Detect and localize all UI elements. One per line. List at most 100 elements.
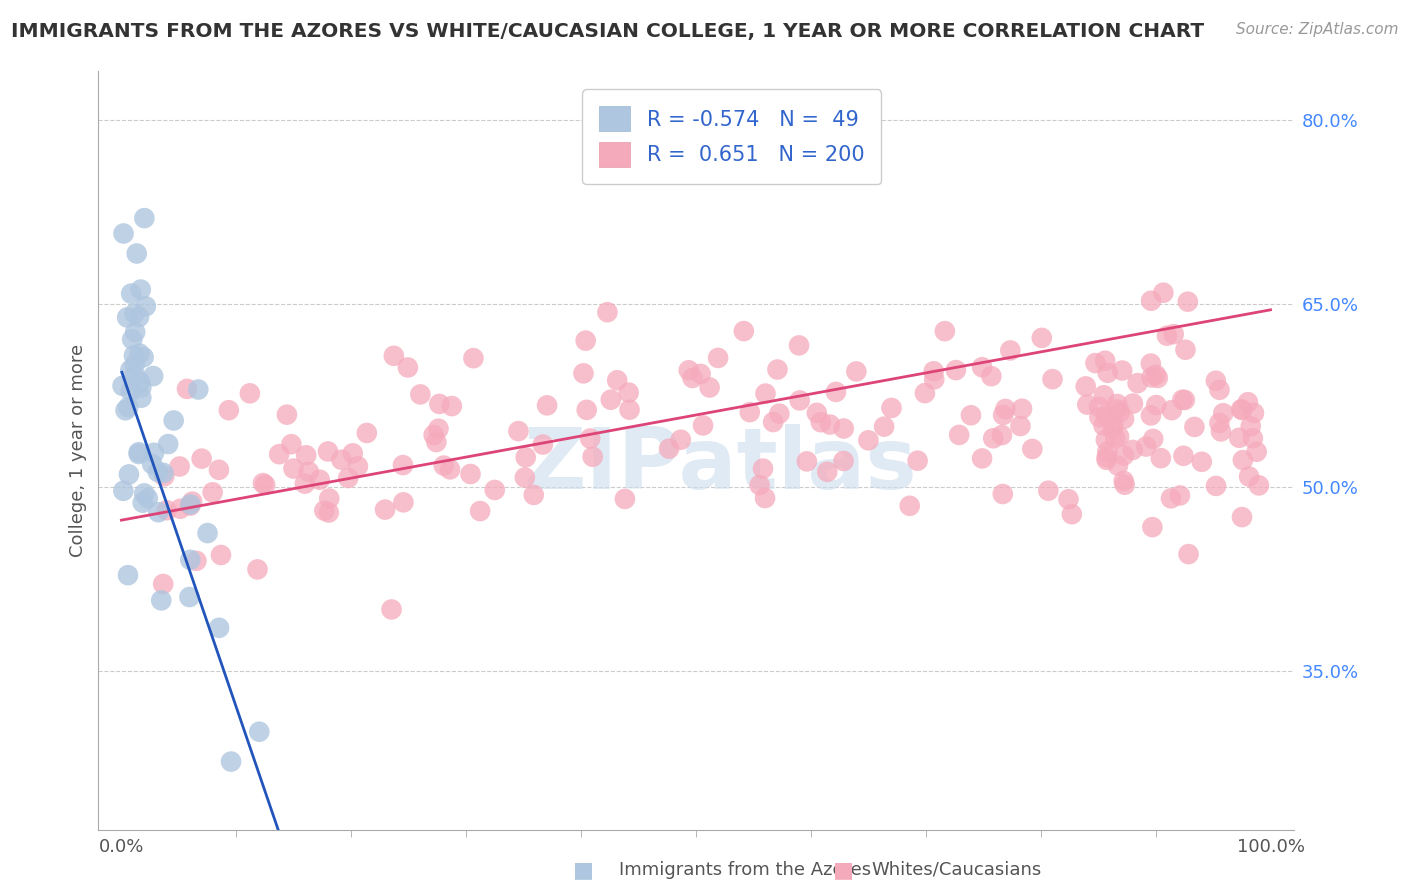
Point xyxy=(575,334,598,348)
Point xyxy=(128,346,150,360)
Point xyxy=(179,553,201,567)
Point xyxy=(176,382,198,396)
Point xyxy=(678,363,700,377)
Point xyxy=(314,503,336,517)
Point xyxy=(374,502,396,516)
Point xyxy=(131,380,153,394)
Point xyxy=(1011,401,1033,416)
Point xyxy=(1112,449,1135,463)
Point xyxy=(1163,327,1185,342)
Point xyxy=(1102,417,1125,431)
Point xyxy=(190,451,212,466)
Point xyxy=(1095,450,1118,465)
Point xyxy=(922,372,945,386)
Point xyxy=(748,478,770,492)
Point xyxy=(409,387,432,401)
Text: ■: ■ xyxy=(834,860,853,880)
Point xyxy=(433,458,456,473)
Point xyxy=(1084,356,1107,370)
Point xyxy=(120,363,142,377)
Point xyxy=(121,332,143,346)
Point xyxy=(1102,421,1125,435)
Point xyxy=(356,425,378,440)
Point xyxy=(219,755,242,769)
Point xyxy=(1146,371,1168,385)
Point xyxy=(1092,418,1115,433)
Point xyxy=(111,379,134,393)
Point xyxy=(201,485,224,500)
Point xyxy=(1241,431,1264,445)
Point xyxy=(707,351,730,365)
Point xyxy=(124,325,146,339)
Point xyxy=(1094,409,1116,423)
Point xyxy=(156,503,179,517)
Point xyxy=(572,367,595,381)
Point xyxy=(124,358,146,372)
Point xyxy=(318,506,340,520)
Point xyxy=(382,349,405,363)
Point xyxy=(1156,328,1178,343)
Point xyxy=(186,554,208,568)
Point xyxy=(150,593,173,607)
Point xyxy=(922,364,945,378)
Point xyxy=(298,465,321,479)
Point xyxy=(768,407,790,421)
Point xyxy=(752,461,775,475)
Point xyxy=(582,450,605,464)
Point xyxy=(218,403,240,417)
Point xyxy=(396,360,419,375)
Point xyxy=(208,621,231,635)
Point xyxy=(991,428,1014,442)
Point xyxy=(128,447,150,461)
Point xyxy=(179,497,201,511)
Point xyxy=(1107,458,1129,473)
Point xyxy=(699,380,721,394)
Point xyxy=(208,463,231,477)
Point xyxy=(1010,419,1032,434)
Point xyxy=(858,434,880,448)
Point xyxy=(818,417,841,432)
Point xyxy=(122,349,145,363)
Point xyxy=(1177,294,1199,309)
Point xyxy=(898,499,921,513)
Point xyxy=(1232,403,1254,417)
Text: ■: ■ xyxy=(574,860,593,880)
Point xyxy=(1208,416,1230,430)
Point xyxy=(1230,402,1253,417)
Point xyxy=(146,465,169,479)
Point xyxy=(682,371,704,385)
Point xyxy=(1095,453,1118,467)
Point xyxy=(994,401,1017,416)
Point xyxy=(832,421,855,435)
Point xyxy=(1092,388,1115,402)
Point xyxy=(1152,285,1174,300)
Point xyxy=(1246,444,1268,458)
Point xyxy=(187,383,209,397)
Point xyxy=(157,437,180,451)
Point xyxy=(579,432,602,446)
Point xyxy=(1230,510,1253,524)
Point xyxy=(738,405,761,419)
Point xyxy=(380,602,402,616)
Point xyxy=(132,350,155,364)
Point xyxy=(914,386,936,401)
Point xyxy=(143,446,166,460)
Point xyxy=(907,453,929,467)
Point xyxy=(117,400,139,414)
Point xyxy=(135,299,157,313)
Point xyxy=(1191,455,1213,469)
Point xyxy=(128,445,150,459)
Point xyxy=(1097,366,1119,380)
Point xyxy=(197,526,219,541)
Point xyxy=(129,283,152,297)
Point xyxy=(810,415,832,429)
Text: IMMIGRANTS FROM THE AZORES VS WHITE/CAUCASIAN COLLEGE, 1 YEAR OR MORE CORRELATIO: IMMIGRANTS FROM THE AZORES VS WHITE/CAUC… xyxy=(11,22,1205,41)
Point xyxy=(766,362,789,376)
Point xyxy=(960,409,983,423)
Point xyxy=(1232,453,1254,467)
Point xyxy=(515,450,537,465)
Point xyxy=(806,406,828,420)
Point xyxy=(669,433,692,447)
Point xyxy=(181,494,204,508)
Point xyxy=(1076,398,1098,412)
